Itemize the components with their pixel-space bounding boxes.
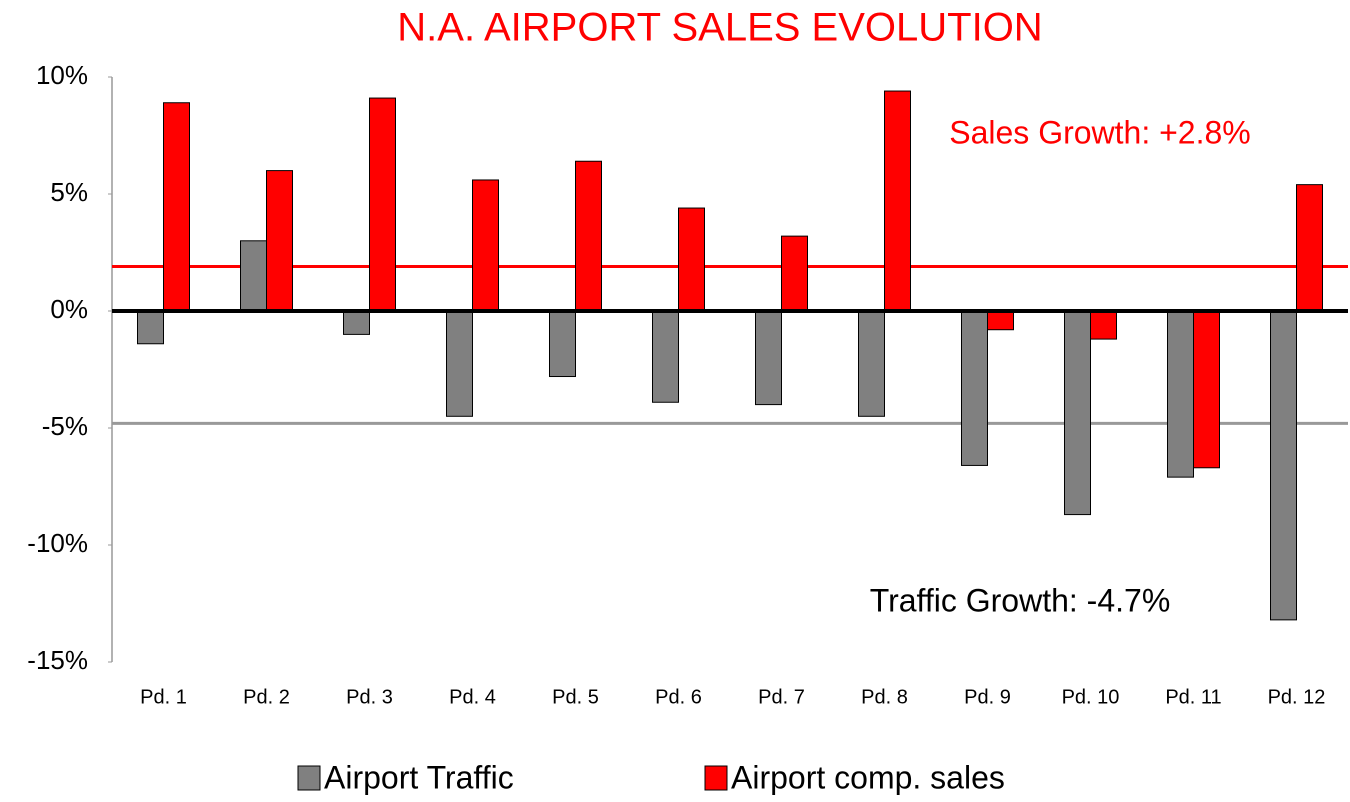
bar [1270, 310, 1297, 621]
bar [1090, 310, 1117, 340]
y-tick-label: 10% [36, 60, 88, 90]
x-tick-label: Pd. 12 [1268, 686, 1326, 708]
x-tick-label: Pd. 4 [449, 686, 496, 708]
x-tick-label: Pd. 10 [1062, 686, 1120, 708]
x-tick-label: Pd. 5 [552, 686, 599, 708]
y-tick-label: -10% [27, 528, 88, 558]
bar [1167, 310, 1194, 478]
x-tick-label: Pd. 1 [140, 686, 187, 708]
bar [755, 310, 782, 406]
legend-swatch [704, 765, 728, 791]
x-tick-label: Pd. 7 [758, 686, 805, 708]
bar [266, 170, 293, 312]
bar [575, 160, 602, 312]
x-tick-label: Pd. 8 [861, 686, 908, 708]
bar [446, 310, 473, 417]
bar [472, 179, 499, 312]
bar [884, 90, 911, 312]
reference-label: Traffic Growth: -4.7% [870, 582, 1171, 618]
legend-swatch [297, 765, 321, 791]
legend-label: Airport Traffic [324, 759, 514, 795]
bar [369, 97, 396, 312]
bar [652, 310, 679, 403]
bar [961, 310, 988, 466]
x-tick-label: Pd. 3 [346, 686, 393, 708]
y-tick-label: 5% [50, 177, 88, 207]
bar [549, 310, 576, 378]
bar [163, 102, 190, 312]
bar [240, 240, 267, 312]
bar [1193, 310, 1220, 469]
y-tick-label: 0% [50, 294, 88, 324]
bar [678, 207, 705, 312]
bar [781, 235, 808, 312]
bar [1296, 184, 1323, 312]
x-tick-label: Pd. 9 [964, 686, 1011, 708]
y-tick-label: -5% [42, 411, 88, 441]
legend-label: Airport comp. sales [731, 759, 1005, 795]
x-tick-label: Pd. 2 [243, 686, 290, 708]
bar [1064, 310, 1091, 516]
chart-title: N.A. AIRPORT SALES EVOLUTION [397, 6, 1042, 50]
reference-label: Sales Growth: +2.8% [949, 114, 1250, 150]
x-tick-label: Pd. 6 [655, 686, 702, 708]
bar [343, 310, 370, 335]
x-tick-label: Pd. 11 [1165, 686, 1221, 708]
bar [987, 310, 1014, 331]
bar [858, 310, 885, 417]
y-tick-label: -15% [27, 645, 88, 675]
bar [137, 310, 164, 345]
